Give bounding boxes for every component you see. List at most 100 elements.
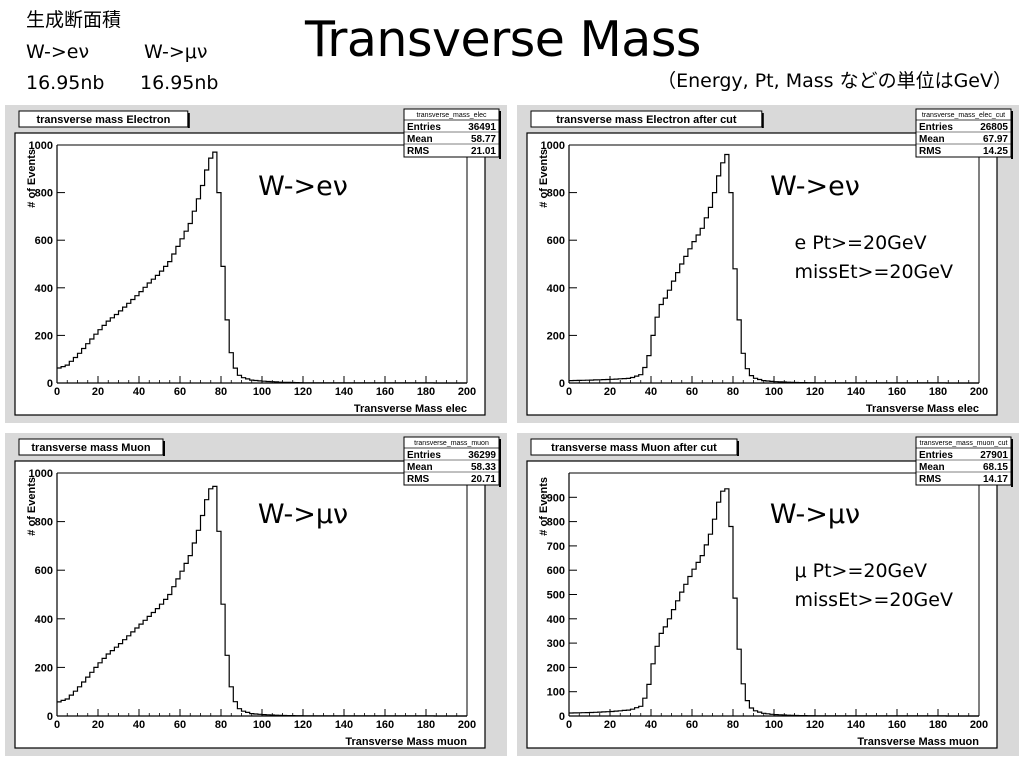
y-axis-title: # of Events <box>538 149 550 208</box>
channel-annotation: W->μν <box>258 499 348 530</box>
x-tick-label: 0 <box>566 719 572 731</box>
stats-box <box>915 108 1012 158</box>
x-tick-label: 80 <box>215 719 227 731</box>
x-axis-title: Transverse Mass elec <box>866 403 979 415</box>
channel-annotation: W->eν <box>770 171 860 202</box>
x-tick-label: 0 <box>54 386 60 398</box>
histogram-svg: 0 20 40 60 80 100 120 140 160 180 200 0 200 400 600 800… <box>14 436 501 749</box>
y-tick-label: 800 <box>547 188 565 200</box>
x-tick-label: 20 <box>92 386 104 398</box>
x-tick-label: 80 <box>727 386 739 398</box>
title-box-shadow <box>163 441 165 456</box>
stats-box <box>403 108 500 158</box>
y-tick-label: 600 <box>547 235 565 247</box>
stats-key: Entries <box>407 122 441 133</box>
stats-name: transverse_mass_muon_cut <box>920 440 1008 447</box>
x-tick-label: 40 <box>645 719 657 731</box>
channel-annotation: W->eν <box>258 171 348 202</box>
stats-value: 36299 <box>468 450 496 461</box>
stats-value: 26805 <box>980 122 1008 133</box>
stats-key: Entries <box>407 450 441 461</box>
x-tick-label: 20 <box>92 719 104 731</box>
histogram-line <box>57 485 467 717</box>
y-tick-label: 500 <box>547 590 565 602</box>
y-tick-label: 200 <box>547 662 565 674</box>
x-tick-label: 20 <box>604 719 616 731</box>
x-tick-label: 60 <box>686 386 698 398</box>
cut-label: e Pt>=20GeV <box>795 232 927 254</box>
channel-annotation: W->μν <box>770 499 860 530</box>
y-tick-label: 400 <box>35 614 53 626</box>
stats-key: RMS <box>407 146 430 157</box>
y-tick-label: 900 <box>547 492 565 504</box>
y-axis-title: # of Events <box>26 149 38 208</box>
plot-frame <box>14 460 486 749</box>
x-tick-label: 0 <box>54 719 60 731</box>
y-axis-title: # of Events <box>538 477 550 536</box>
x-tick-label: 140 <box>847 719 865 731</box>
histogram-title: transverse mass Electron after cut <box>556 114 737 126</box>
stats-value: 68.15 <box>983 462 1008 473</box>
x-tick-label: 60 <box>686 719 698 731</box>
stats-key: RMS <box>407 474 430 485</box>
channel-mu-label: W->μν <box>144 41 208 63</box>
x-tick-label: 120 <box>806 719 824 731</box>
stats-name: transverse_mass_elec <box>416 112 487 119</box>
y-tick-label: 200 <box>35 330 53 342</box>
histogram-panel-electron: 0 20 40 60 80 100 120 140 160 180 200 0 200 400 600 800… <box>5 105 507 423</box>
x-tick-label: 0 <box>566 386 572 398</box>
y-tick-label: 1000 <box>541 140 565 152</box>
x-tick-label: 40 <box>133 386 145 398</box>
y-tick-label: 400 <box>547 614 565 626</box>
channel-e-label: W->eν <box>26 41 90 63</box>
stats-name: transverse_mass_muon <box>414 440 489 447</box>
stats-key: Entries <box>919 122 953 133</box>
x-tick-label: 100 <box>253 719 271 731</box>
stats-box-shadow <box>1011 111 1013 159</box>
y-tick-label: 200 <box>547 330 565 342</box>
x-tick-label: 200 <box>458 386 476 398</box>
y-axis-title: # of Events <box>26 477 38 536</box>
y-tick-label: 0 <box>559 378 565 390</box>
title-box-shadow <box>737 441 739 456</box>
stats-key: Mean <box>407 134 433 145</box>
x-tick-label: 120 <box>294 719 312 731</box>
y-tick-label: 800 <box>35 517 53 529</box>
y-tick-label: 400 <box>35 283 53 295</box>
stats-value: 20.71 <box>471 474 496 485</box>
stats-value: 14.17 <box>983 474 1008 485</box>
x-tick-label: 200 <box>970 386 988 398</box>
histogram-panel-muon-cut: 0 20 40 60 80 100 120 140 160 180 200 0 100 200 300 400… <box>517 433 1019 756</box>
stats-value: 27901 <box>980 450 1008 461</box>
stats-value: 58.33 <box>471 462 496 473</box>
xsec-e-value: 16.95nb <box>26 72 105 94</box>
xsec-mu-value: 16.95nb <box>140 72 219 94</box>
histogram-line <box>569 153 979 384</box>
y-tick-label: 1000 <box>29 468 53 480</box>
histogram-title: transverse mass Muon <box>31 442 150 454</box>
x-tick-label: 40 <box>645 386 657 398</box>
x-tick-label: 160 <box>376 386 394 398</box>
histogram-line <box>569 488 979 717</box>
stats-key: Entries <box>919 450 953 461</box>
units-note: （Energy, Pt, Mass などの単位はGeV） <box>657 70 1012 92</box>
x-tick-label: 20 <box>604 386 616 398</box>
x-axis-title: Transverse Mass muon <box>857 736 979 748</box>
histogram-title: transverse mass Muon after cut <box>551 442 717 454</box>
title-box-shadow <box>187 113 190 128</box>
stats-key: RMS <box>919 146 942 157</box>
y-tick-label: 800 <box>547 517 565 529</box>
y-tick-label: 300 <box>547 638 565 650</box>
histogram-panel-muon: 0 20 40 60 80 100 120 140 160 180 200 0 200 400 600 800… <box>5 433 507 756</box>
histogram-svg: 0 20 40 60 80 100 120 140 160 180 200 0 200 400 600 800… <box>14 108 501 416</box>
x-tick-label: 140 <box>847 386 865 398</box>
y-tick-label: 100 <box>547 687 565 699</box>
slide-title: Transverse Mass <box>305 11 701 68</box>
y-tick-label: 700 <box>547 541 565 553</box>
stats-box-shadow <box>499 439 501 487</box>
cut-label: missEt>=20GeV <box>795 261 953 283</box>
stats-box-shadow <box>1011 439 1013 487</box>
x-tick-label: 100 <box>253 386 271 398</box>
x-tick-label: 60 <box>174 386 186 398</box>
y-tick-label: 0 <box>47 711 53 723</box>
